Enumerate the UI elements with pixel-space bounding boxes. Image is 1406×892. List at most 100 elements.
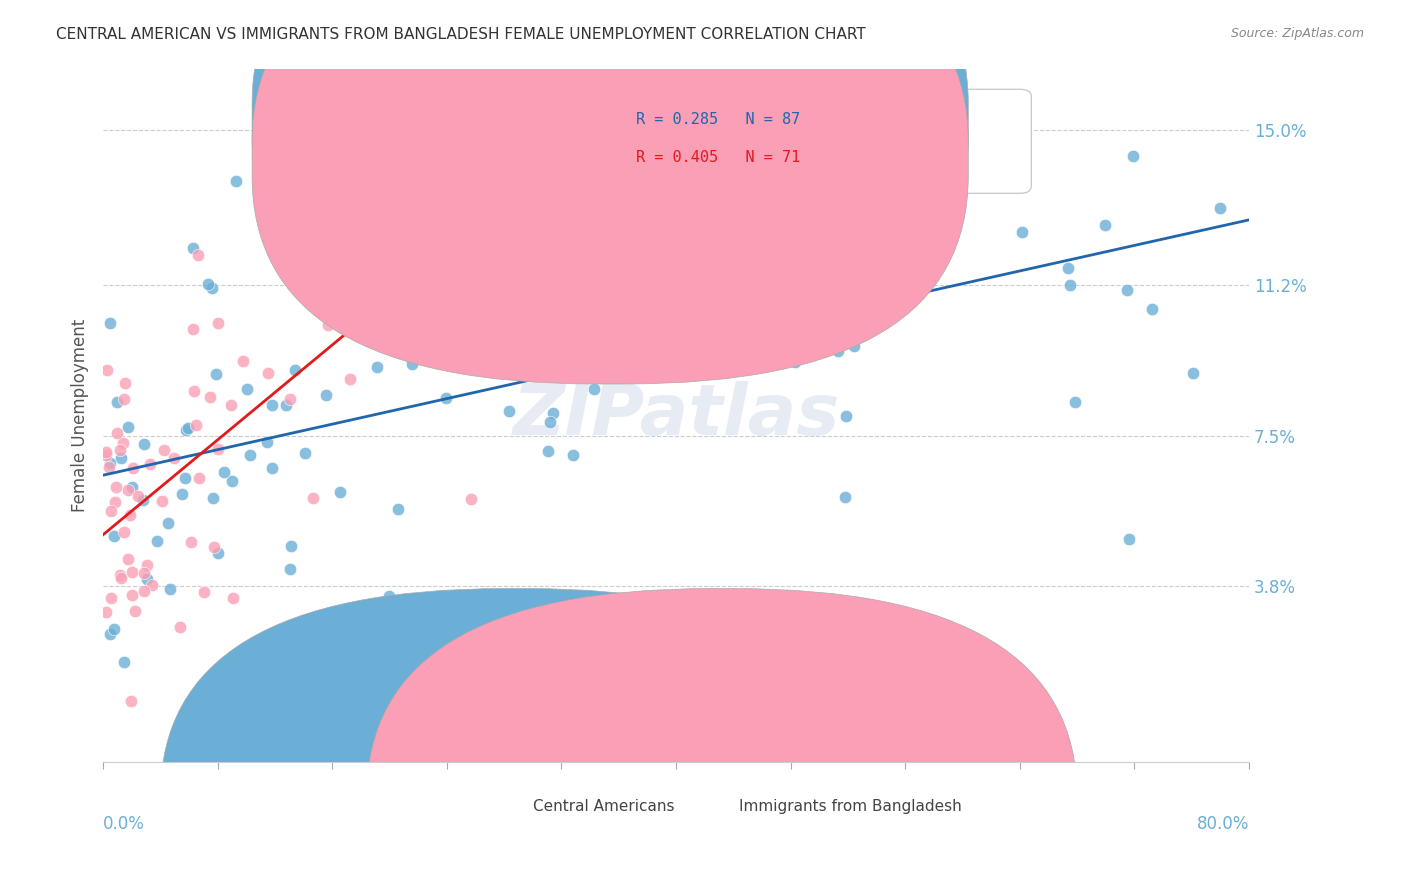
Point [439,173,461,187]
Point [134,566,156,581]
Point [551,317,574,331]
Point [399,275,422,289]
Point [108,568,131,582]
Point [225,174,247,188]
Point [770,157,793,171]
Point [174,471,197,485]
Point [141,578,163,592]
Point [188,471,211,485]
Point [1140,301,1163,316]
Point [112,392,135,407]
Point [180,535,202,549]
Point [367,313,389,327]
Text: 80.0%: 80.0% [1197,815,1249,833]
Point [294,446,316,460]
Point [1118,532,1140,546]
Point [1209,201,1232,215]
Point [571,82,593,96]
Point [105,425,128,440]
FancyBboxPatch shape [160,589,870,892]
Point [181,241,204,255]
Point [835,409,858,423]
Point [523,103,546,118]
Point [301,491,323,505]
Y-axis label: Female Unemployment: Female Unemployment [72,318,89,512]
Point [785,355,807,369]
Point [1001,103,1024,117]
Point [382,285,405,299]
Point [1182,366,1205,380]
Point [260,461,283,475]
Point [1122,148,1144,162]
Point [205,368,228,382]
Point [593,256,616,270]
Point [176,421,198,435]
Point [127,489,149,503]
Point [198,390,221,404]
FancyBboxPatch shape [367,589,1077,892]
Text: Central Americans: Central Americans [533,799,675,814]
Point [163,451,186,466]
Point [1011,225,1033,239]
Point [536,161,558,175]
Point [460,492,482,507]
Point [278,561,301,575]
Point [174,423,197,437]
Point [333,286,356,301]
Point [112,655,135,669]
Point [285,202,308,216]
Point [105,395,128,409]
Point [749,160,772,174]
Point [1063,395,1085,409]
Point [873,169,896,184]
Point [94,605,117,619]
Point [193,585,215,599]
Point [498,404,520,418]
FancyBboxPatch shape [574,89,1032,194]
Point [450,235,472,250]
Point [387,501,409,516]
Text: 0.0%: 0.0% [103,815,145,833]
Point [98,456,121,470]
Point [121,589,143,603]
Point [96,363,118,377]
Point [110,450,132,465]
Point [579,82,602,96]
Point [316,318,339,333]
Point [187,248,209,262]
Text: Immigrants from Bangladesh: Immigrants from Bangladesh [740,799,962,814]
Point [366,359,388,374]
Point [378,590,401,604]
Point [315,388,337,402]
Point [117,551,139,566]
Point [124,604,146,618]
Point [145,534,167,549]
Point [204,540,226,554]
Point [150,494,173,508]
Point [169,620,191,634]
Point [434,391,457,405]
Point [620,354,643,368]
Point [628,175,651,189]
Text: ZIPatlas: ZIPatlas [512,381,839,450]
Point [207,546,229,560]
Point [98,316,121,330]
Point [186,418,208,433]
Point [94,448,117,462]
Point [136,572,159,586]
Point [991,134,1014,148]
Point [339,372,361,386]
Point [278,392,301,406]
Point [221,591,243,606]
Point [105,480,128,494]
Text: R = 0.405   N = 71: R = 0.405 N = 71 [636,150,800,165]
Point [486,345,509,359]
Point [529,286,551,301]
Point [108,442,131,457]
Point [183,384,205,399]
Point [112,524,135,539]
Point [329,485,352,500]
Point [159,582,181,596]
Point [329,319,352,334]
Point [1094,219,1116,233]
